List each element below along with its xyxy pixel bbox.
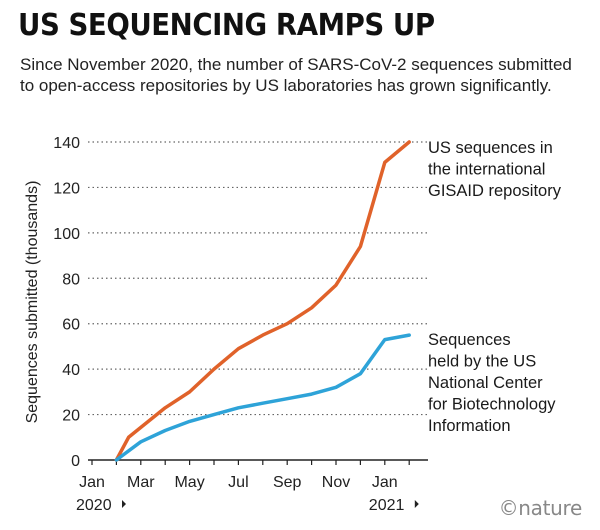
year-arrow-icon <box>414 500 419 508</box>
series-label-line: Sequences <box>428 331 511 349</box>
x-axis: Jan 2020 Mar May Jul Sep Nov Jan 2021 <box>76 460 419 514</box>
year-arrow-icon <box>122 500 126 508</box>
y-tick-label: 0 <box>71 453 80 470</box>
x-year-label: 2020 <box>76 497 112 514</box>
y-tick-label: 100 <box>53 226 80 243</box>
gridlines <box>88 141 428 461</box>
x-tick-label: May <box>174 474 204 491</box>
series-annotations: US sequences in the international GISAID r… <box>428 139 562 435</box>
y-axis: 0 20 40 60 80 100 120 140 <box>53 135 80 470</box>
nature-logo: ©nature <box>498 496 583 520</box>
series-label-line: US sequences in <box>428 139 553 157</box>
y-tick-label: 140 <box>53 135 80 152</box>
series-label-line: for Biotechnology <box>428 396 556 414</box>
series-label-line: Information <box>428 417 511 435</box>
y-axis-title: Sequences submitted (thousands) <box>24 181 41 424</box>
series-line <box>114 140 411 462</box>
x-tick-label: Nov <box>322 474 350 491</box>
chart-title: US SEQUENCING RAMPS UP <box>18 8 435 43</box>
series-label-line: GISAID repository <box>428 182 562 200</box>
y-tick-label: 120 <box>53 180 80 197</box>
y-tick-label: 60 <box>62 317 80 334</box>
series-label-line: the international <box>428 161 545 179</box>
series-line <box>114 333 411 462</box>
y-tick-label: 20 <box>62 408 80 425</box>
x-tick-label: Jan <box>372 474 398 491</box>
x-tick-label: Jul <box>228 474 248 491</box>
y-tick-label: 80 <box>62 271 80 288</box>
y-tick-label: 40 <box>62 362 80 379</box>
chart-subtitle: Since November 2020, the number of SARS-… <box>20 55 572 95</box>
x-tick-label: Mar <box>127 474 155 491</box>
x-tick-label: Jan <box>79 474 105 491</box>
x-tick-label: Sep <box>273 474 302 491</box>
series-label-line: held by the US <box>428 353 536 371</box>
series-label-line: National Center <box>428 374 543 392</box>
series-lines <box>114 140 411 462</box>
x-year-label: 2021 <box>369 497 405 514</box>
